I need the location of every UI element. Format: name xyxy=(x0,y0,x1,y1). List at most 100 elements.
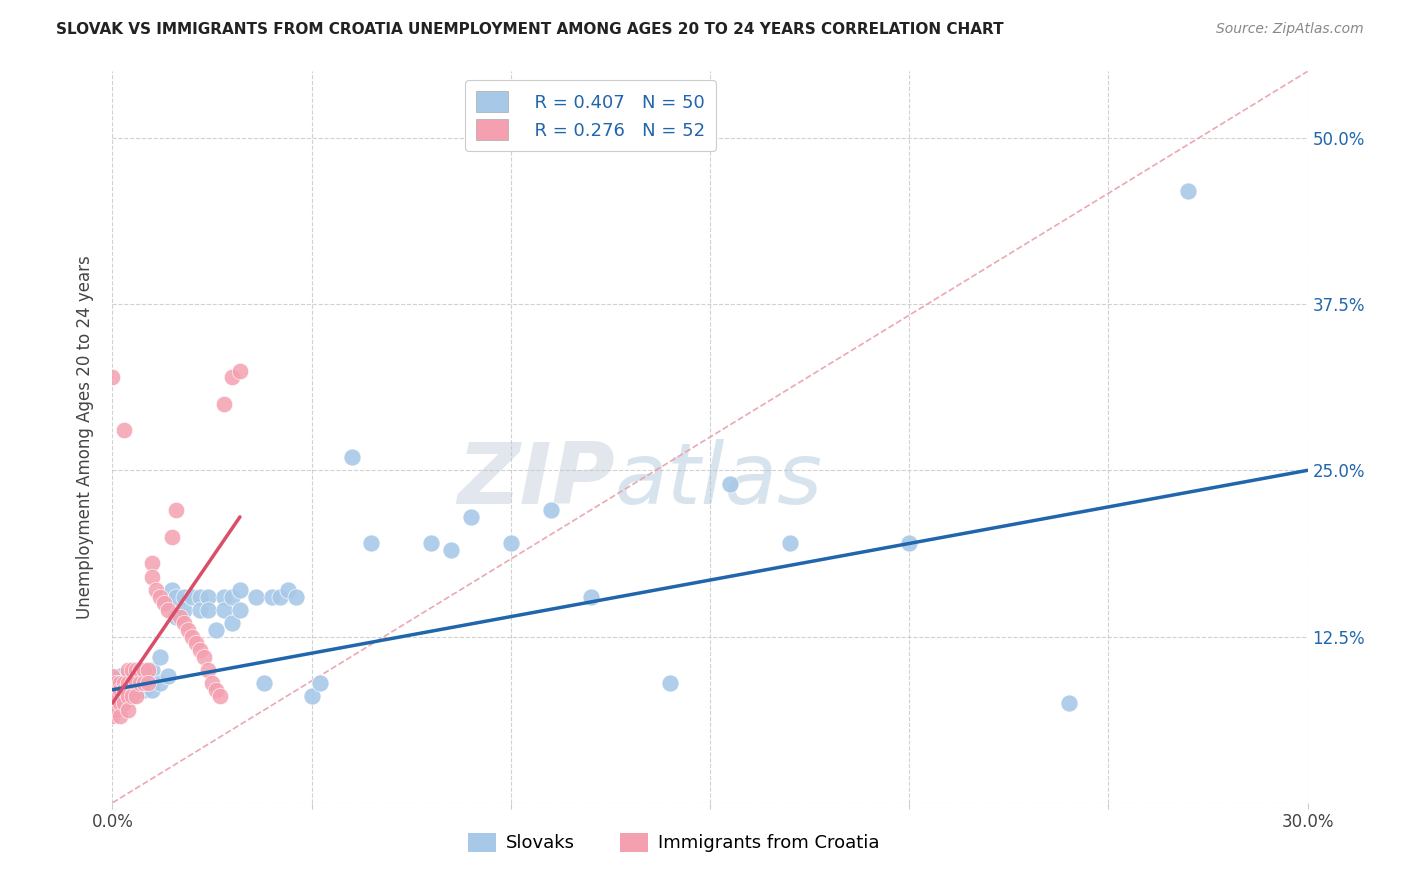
Point xyxy=(229,363,252,377)
Point xyxy=(253,676,276,690)
Point xyxy=(162,582,183,597)
Point xyxy=(173,603,195,617)
Point xyxy=(114,682,135,697)
Point xyxy=(301,690,323,704)
Point xyxy=(149,676,172,690)
Point xyxy=(129,676,152,690)
Point xyxy=(121,663,143,677)
Point xyxy=(181,630,204,644)
Point xyxy=(138,663,160,677)
Point xyxy=(101,669,124,683)
Point xyxy=(110,696,132,710)
Point xyxy=(105,703,128,717)
Point xyxy=(221,616,243,631)
Point xyxy=(579,590,602,604)
Point xyxy=(105,676,128,690)
Point xyxy=(260,590,283,604)
Point xyxy=(197,603,219,617)
Point xyxy=(153,596,176,610)
Point xyxy=(205,682,228,697)
Point xyxy=(110,676,132,690)
Point xyxy=(105,690,128,704)
Point xyxy=(141,570,163,584)
Point xyxy=(212,603,235,617)
Point xyxy=(110,709,132,723)
Point xyxy=(125,682,148,697)
Point xyxy=(440,543,463,558)
Point xyxy=(157,603,180,617)
Text: atlas: atlas xyxy=(614,440,823,523)
Point xyxy=(193,649,215,664)
Point xyxy=(212,590,235,604)
Point xyxy=(181,590,204,604)
Point xyxy=(209,690,232,704)
Point xyxy=(284,590,307,604)
Point xyxy=(149,590,172,604)
Point xyxy=(125,663,148,677)
Point xyxy=(138,676,160,690)
Point xyxy=(460,509,482,524)
Point xyxy=(177,623,200,637)
Point xyxy=(141,682,163,697)
Point xyxy=(197,590,219,604)
Point xyxy=(1177,184,1199,198)
Point xyxy=(110,682,132,697)
Point xyxy=(169,609,191,624)
Point xyxy=(117,676,139,690)
Point xyxy=(221,370,243,384)
Text: Source: ZipAtlas.com: Source: ZipAtlas.com xyxy=(1216,22,1364,37)
Point xyxy=(540,503,562,517)
Point xyxy=(1057,696,1080,710)
Point xyxy=(117,663,139,677)
Point xyxy=(149,649,172,664)
Point xyxy=(201,676,224,690)
Point xyxy=(165,590,187,604)
Point xyxy=(165,503,187,517)
Point xyxy=(340,450,363,464)
Point xyxy=(141,557,163,571)
Point xyxy=(205,623,228,637)
Point xyxy=(141,663,163,677)
Point xyxy=(188,603,211,617)
Point xyxy=(229,582,252,597)
Point xyxy=(134,663,156,677)
Point xyxy=(173,616,195,631)
Point xyxy=(121,676,143,690)
Point xyxy=(162,530,183,544)
Point xyxy=(898,536,921,550)
Point xyxy=(110,669,132,683)
Point xyxy=(165,609,187,624)
Point xyxy=(101,709,124,723)
Point xyxy=(121,690,143,704)
Point xyxy=(145,582,167,597)
Point xyxy=(718,476,741,491)
Point xyxy=(101,370,124,384)
Point xyxy=(212,397,235,411)
Point xyxy=(229,603,252,617)
Point xyxy=(420,536,443,550)
Point xyxy=(197,663,219,677)
Point xyxy=(114,676,135,690)
Point xyxy=(114,424,135,438)
Point xyxy=(221,590,243,604)
Point xyxy=(308,676,330,690)
Text: ZIP: ZIP xyxy=(457,440,614,523)
Point xyxy=(245,590,267,604)
Point xyxy=(117,676,139,690)
Point xyxy=(659,676,682,690)
Point xyxy=(188,643,211,657)
Point xyxy=(125,663,148,677)
Text: SLOVAK VS IMMIGRANTS FROM CROATIA UNEMPLOYMENT AMONG AGES 20 TO 24 YEARS CORRELA: SLOVAK VS IMMIGRANTS FROM CROATIA UNEMPL… xyxy=(56,22,1004,37)
Point xyxy=(277,582,299,597)
Point xyxy=(157,669,180,683)
Point xyxy=(499,536,522,550)
Point xyxy=(114,696,135,710)
Point xyxy=(360,536,382,550)
Point xyxy=(125,690,148,704)
Point xyxy=(117,703,139,717)
Point xyxy=(134,682,156,697)
Point xyxy=(129,663,152,677)
Point xyxy=(188,590,211,604)
Point xyxy=(101,682,124,697)
Point xyxy=(779,536,801,550)
